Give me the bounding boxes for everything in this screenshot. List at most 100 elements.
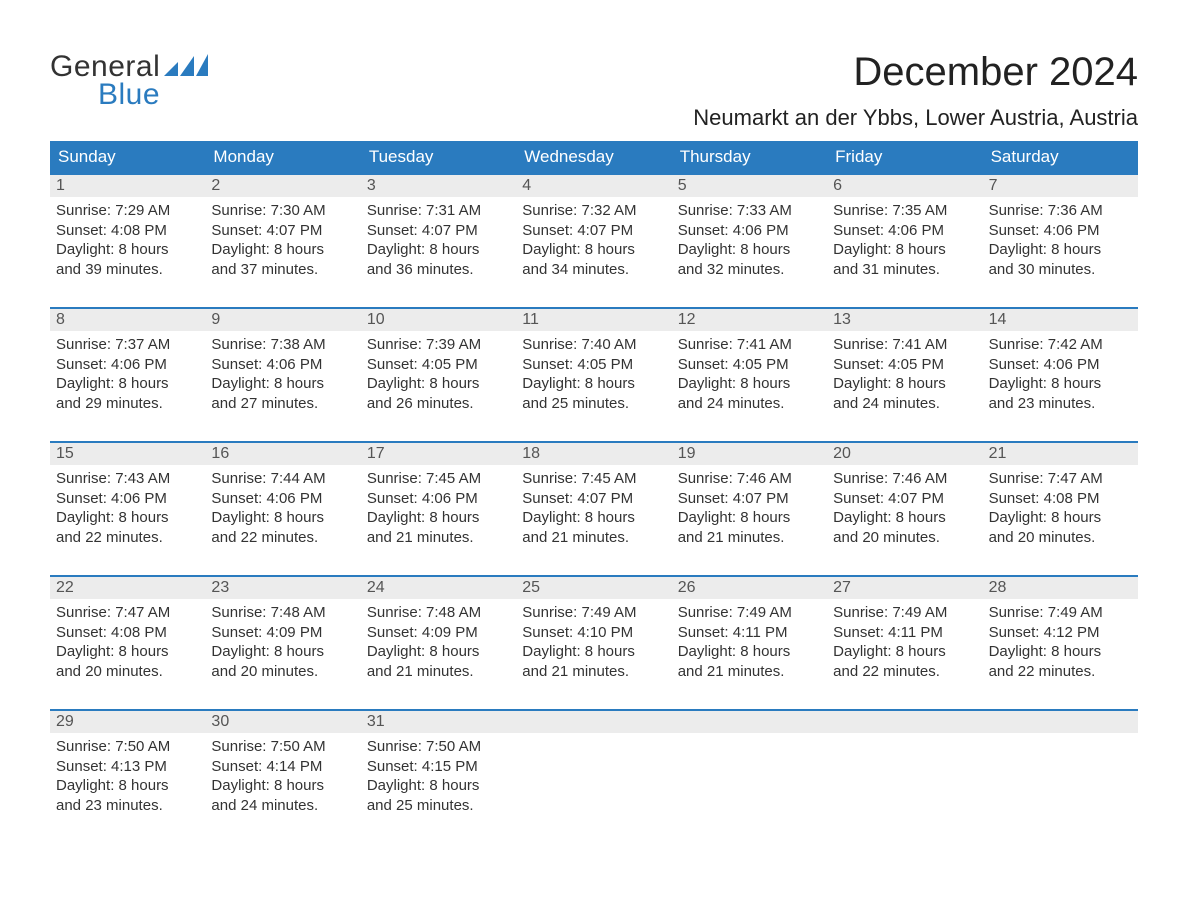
day-cell: 4 Sunrise: 7:32 AMSunset: 4:07 PMDaylight… xyxy=(516,175,671,289)
weekday-header: Sunday xyxy=(50,141,205,173)
day-details: Sunrise: 7:45 AMSunset: 4:07 PMDaylight:… xyxy=(522,469,665,547)
day-detail-line: and 22 minutes. xyxy=(211,528,354,548)
day-detail-line: Daylight: 8 hours xyxy=(56,240,199,260)
day-detail-line: Sunrise: 7:50 AM xyxy=(367,737,510,757)
day-detail-line: Sunset: 4:08 PM xyxy=(989,489,1132,509)
day-detail-line: Sunrise: 7:48 AM xyxy=(367,603,510,623)
day-details: Sunrise: 7:41 AMSunset: 4:05 PMDaylight:… xyxy=(833,335,976,413)
month-title: December 2024 xyxy=(693,50,1138,95)
weekday-header: Friday xyxy=(827,141,982,173)
day-detail-line: Sunset: 4:06 PM xyxy=(367,489,510,509)
day-number: 8 xyxy=(56,311,65,328)
day-detail-line: and 24 minutes. xyxy=(211,796,354,816)
day-details: Sunrise: 7:32 AMSunset: 4:07 PMDaylight:… xyxy=(522,201,665,279)
day-detail-line: Daylight: 8 hours xyxy=(522,508,665,528)
day-detail-line: Sunset: 4:14 PM xyxy=(211,757,354,777)
day-detail-line: Sunrise: 7:47 AM xyxy=(56,603,199,623)
day-detail-line: and 21 minutes. xyxy=(367,528,510,548)
day-detail-line: Daylight: 8 hours xyxy=(211,508,354,528)
day-number: 27 xyxy=(833,579,851,596)
day-cell: 16Sunrise: 7:44 AMSunset: 4:06 PMDayligh… xyxy=(205,443,360,557)
day-number: 28 xyxy=(989,579,1007,596)
day-detail-line: and 20 minutes. xyxy=(211,662,354,682)
day-number-row: 9 xyxy=(205,309,360,331)
day-number-row: 19 xyxy=(672,443,827,465)
day-number-row: 31 xyxy=(361,711,516,733)
week-row: 1Sunrise: 7:29 AMSunset: 4:08 PMDaylight… xyxy=(50,173,1138,289)
day-detail-line: Sunrise: 7:39 AM xyxy=(367,335,510,355)
day-detail-line: Sunset: 4:07 PM xyxy=(211,221,354,241)
empty-day-number-row xyxy=(983,711,1138,733)
day-number: 7 xyxy=(989,177,998,194)
day-detail-line: Sunset: 4:15 PM xyxy=(367,757,510,777)
day-detail-line: and 24 minutes. xyxy=(833,394,976,414)
day-cell: 31Sunrise: 7:50 AMSunset: 4:15 PMDayligh… xyxy=(361,711,516,825)
day-detail-line: Sunset: 4:06 PM xyxy=(989,355,1132,375)
day-number: 19 xyxy=(678,445,696,462)
day-details: Sunrise: 7:37 AMSunset: 4:06 PMDaylight:… xyxy=(56,335,199,413)
day-detail-line: Sunrise: 7:50 AM xyxy=(211,737,354,757)
day-cell: 23Sunrise: 7:48 AMSunset: 4:09 PMDayligh… xyxy=(205,577,360,691)
day-cell: 26Sunrise: 7:49 AMSunset: 4:11 PMDayligh… xyxy=(672,577,827,691)
day-details: Sunrise: 7:30 AMSunset: 4:07 PMDaylight:… xyxy=(211,201,354,279)
weekday-header-row: SundayMondayTuesdayWednesdayThursdayFrid… xyxy=(50,141,1138,173)
day-detail-line: Sunrise: 7:44 AM xyxy=(211,469,354,489)
day-number-row: 18 xyxy=(516,443,671,465)
day-details: Sunrise: 7:39 AMSunset: 4:05 PMDaylight:… xyxy=(367,335,510,413)
day-cell: 9Sunrise: 7:38 AMSunset: 4:06 PMDaylight… xyxy=(205,309,360,423)
day-detail-line: Daylight: 8 hours xyxy=(367,642,510,662)
day-detail-line: Sunset: 4:07 PM xyxy=(678,489,821,509)
day-detail-line: Sunrise: 7:29 AM xyxy=(56,201,199,221)
day-detail-line: Sunrise: 7:45 AM xyxy=(522,469,665,489)
day-number-row: 8 xyxy=(50,309,205,331)
day-detail-line: Daylight: 8 hours xyxy=(989,508,1132,528)
day-detail-line: Sunrise: 7:31 AM xyxy=(367,201,510,221)
day-cell xyxy=(516,711,671,825)
day-number: 1 xyxy=(56,177,65,194)
day-detail-line: Sunrise: 7:42 AM xyxy=(989,335,1132,355)
day-detail-line: Sunset: 4:06 PM xyxy=(211,355,354,375)
day-number-row: 26 xyxy=(672,577,827,599)
day-details: Sunrise: 7:49 AMSunset: 4:12 PMDaylight:… xyxy=(989,603,1132,681)
day-detail-line: and 24 minutes. xyxy=(678,394,821,414)
day-cell: 11Sunrise: 7:40 AMSunset: 4:05 PMDayligh… xyxy=(516,309,671,423)
day-number: 15 xyxy=(56,445,74,462)
day-details: Sunrise: 7:33 AMSunset: 4:06 PMDaylight:… xyxy=(678,201,821,279)
day-cell: 18 Sunrise: 7:45 AMSunset: 4:07 PMDayligh… xyxy=(516,443,671,557)
day-number: 22 xyxy=(56,579,74,596)
day-detail-line: Sunrise: 7:46 AM xyxy=(678,469,821,489)
day-number-row: 2 xyxy=(205,175,360,197)
day-detail-line: Sunset: 4:05 PM xyxy=(522,355,665,375)
day-detail-line: and 32 minutes. xyxy=(678,260,821,280)
day-details: Sunrise: 7:35 AMSunset: 4:06 PMDaylight:… xyxy=(833,201,976,279)
day-number-row: 6 xyxy=(827,175,982,197)
day-detail-line: Daylight: 8 hours xyxy=(678,240,821,260)
day-number-row: 10 xyxy=(361,309,516,331)
day-number-row: 7 xyxy=(983,175,1138,197)
day-detail-line: Sunset: 4:06 PM xyxy=(211,489,354,509)
logo-text-blue: Blue xyxy=(98,78,208,112)
day-detail-line: Daylight: 8 hours xyxy=(833,508,976,528)
day-number: 9 xyxy=(211,311,220,328)
day-cell: 17Sunrise: 7:45 AMSunset: 4:06 PMDayligh… xyxy=(361,443,516,557)
day-detail-line: Daylight: 8 hours xyxy=(989,240,1132,260)
day-details: Sunrise: 7:44 AMSunset: 4:06 PMDaylight:… xyxy=(211,469,354,547)
day-detail-line: Sunset: 4:06 PM xyxy=(56,489,199,509)
day-cell: 7Sunrise: 7:36 AMSunset: 4:06 PMDaylight… xyxy=(983,175,1138,289)
logo: General Blue xyxy=(50,50,208,112)
day-details: Sunrise: 7:42 AMSunset: 4:06 PMDaylight:… xyxy=(989,335,1132,413)
day-number: 4 xyxy=(522,177,531,194)
day-detail-line: Daylight: 8 hours xyxy=(211,374,354,394)
day-number-row: 23 xyxy=(205,577,360,599)
day-cell: 13Sunrise: 7:41 AMSunset: 4:05 PMDayligh… xyxy=(827,309,982,423)
day-cell: 30Sunrise: 7:50 AMSunset: 4:14 PMDayligh… xyxy=(205,711,360,825)
day-cell: 24Sunrise: 7:48 AMSunset: 4:09 PMDayligh… xyxy=(361,577,516,691)
day-detail-line: Sunset: 4:06 PM xyxy=(833,221,976,241)
day-number: 20 xyxy=(833,445,851,462)
day-detail-line: Sunrise: 7:30 AM xyxy=(211,201,354,221)
day-number: 5 xyxy=(678,177,687,194)
day-cell: 28 Sunrise: 7:49 AMSunset: 4:12 PMDayligh… xyxy=(983,577,1138,691)
day-number: 30 xyxy=(211,713,229,730)
day-detail-line: and 21 minutes. xyxy=(522,528,665,548)
day-number: 24 xyxy=(367,579,385,596)
